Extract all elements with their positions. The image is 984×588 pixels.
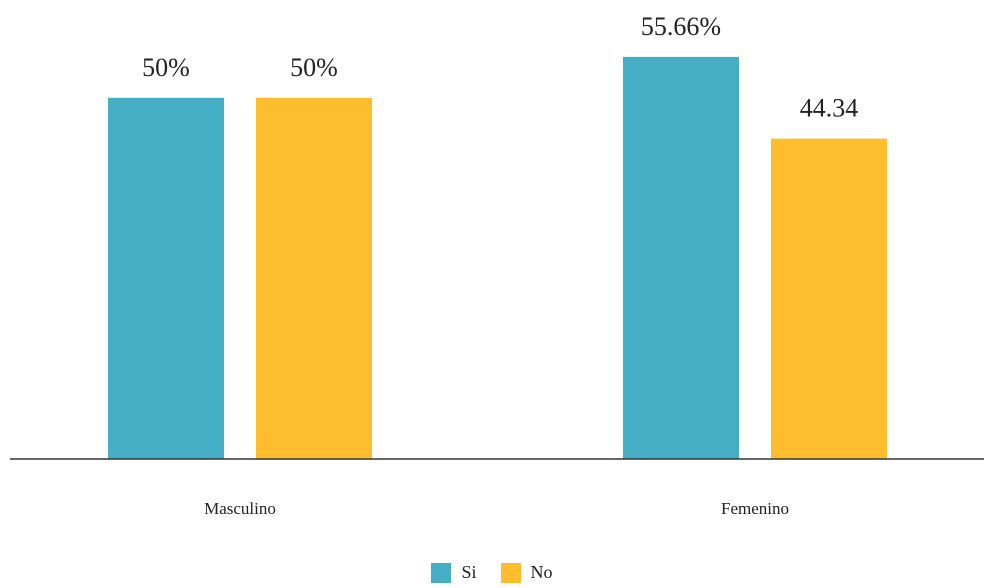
legend-item-no: No — [500, 562, 553, 583]
bar-no-masculino — [256, 97, 372, 460]
category-label-femenino: Femenino — [721, 499, 789, 518]
data-label-no-masculino: 50% — [290, 53, 338, 82]
bar-si-femenino — [623, 56, 739, 460]
legend-label-si: Si — [461, 562, 477, 582]
data-label-si-femenino: 55.66% — [641, 12, 721, 41]
bars-layer — [108, 56, 887, 460]
category-label-masculino: Masculino — [204, 499, 276, 518]
legend-label-no: No — [530, 562, 553, 582]
legend-swatch-si — [431, 562, 452, 583]
data-label-si-masculino: 50% — [142, 53, 190, 82]
legend-item-si: Si — [431, 562, 477, 583]
data-label-no-femenino: 44.34 — [800, 94, 859, 123]
legend-swatch-no — [500, 562, 521, 583]
bar-no-femenino — [771, 138, 887, 459]
bar-si-masculino — [108, 97, 224, 460]
labels-layer: 50% 50% Masculino 55.66% 44.34 Femenino — [142, 12, 858, 518]
legend: Si No — [0, 562, 984, 583]
bar-chart: 50% 50% Masculino 55.66% 44.34 Femenino — [10, 12, 984, 518]
